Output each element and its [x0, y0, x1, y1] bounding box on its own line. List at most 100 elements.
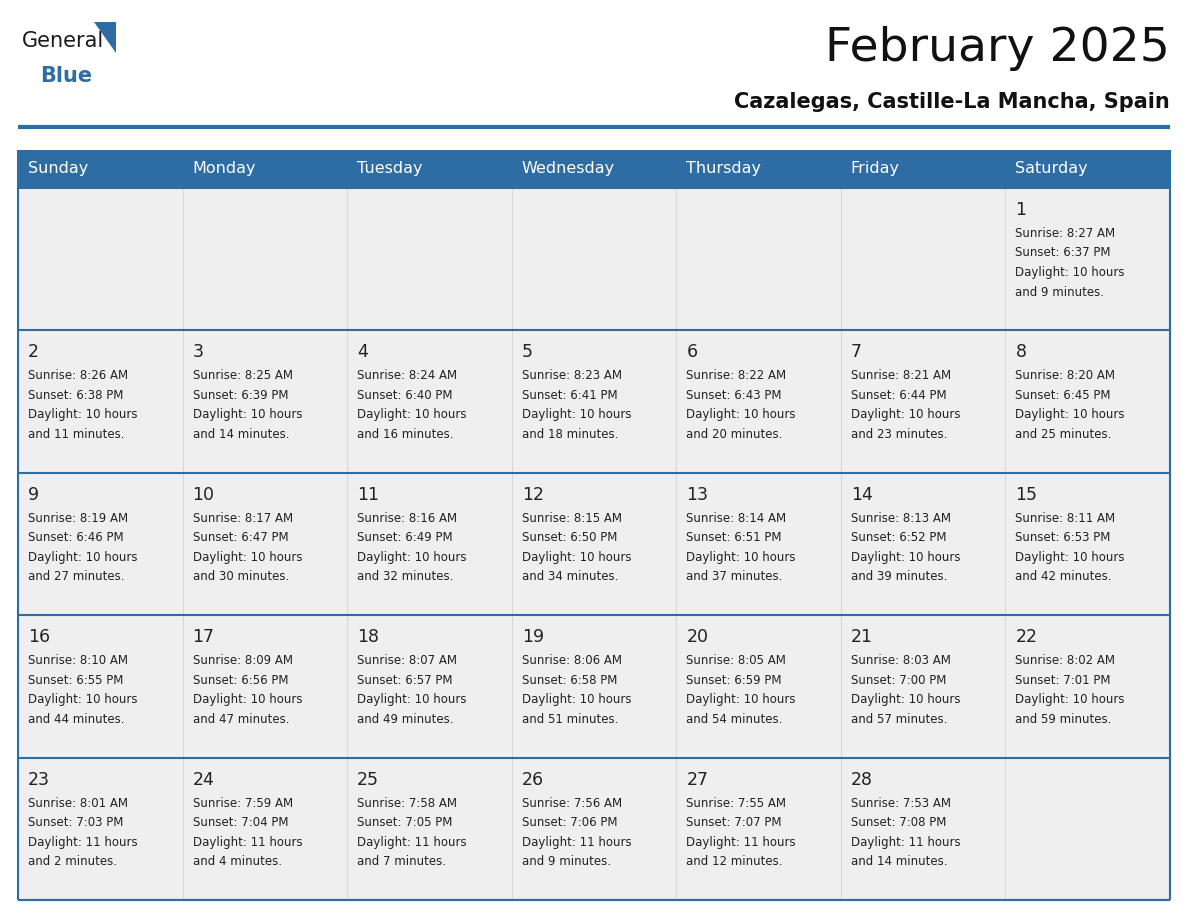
Text: Sunset: 6:40 PM: Sunset: 6:40 PM	[358, 389, 453, 402]
Text: and 51 minutes.: and 51 minutes.	[522, 712, 618, 726]
Text: Sunrise: 7:55 AM: Sunrise: 7:55 AM	[687, 797, 786, 810]
Text: Sunrise: 8:26 AM: Sunrise: 8:26 AM	[29, 369, 128, 383]
Text: 23: 23	[29, 770, 50, 789]
Text: Daylight: 10 hours: Daylight: 10 hours	[192, 551, 302, 564]
Text: 19: 19	[522, 628, 544, 646]
Text: Sunset: 6:46 PM: Sunset: 6:46 PM	[29, 532, 124, 544]
Text: 9: 9	[29, 486, 39, 504]
Text: Sunset: 7:08 PM: Sunset: 7:08 PM	[851, 816, 946, 829]
Text: and 14 minutes.: and 14 minutes.	[851, 855, 947, 868]
Bar	[512, 188, 676, 330]
Text: General: General	[23, 31, 105, 51]
Text: Daylight: 10 hours: Daylight: 10 hours	[358, 693, 467, 706]
Text: Sunset: 6:39 PM: Sunset: 6:39 PM	[192, 389, 287, 402]
Text: Sunrise: 7:58 AM: Sunrise: 7:58 AM	[358, 797, 457, 810]
Text: Sunset: 6:43 PM: Sunset: 6:43 PM	[687, 389, 782, 402]
Text: and 37 minutes.: and 37 minutes.	[687, 570, 783, 583]
Bar	[841, 615, 1005, 757]
Text: Sunrise: 8:16 AM: Sunrise: 8:16 AM	[358, 512, 457, 525]
Bar	[512, 473, 676, 615]
Text: Sunset: 6:58 PM: Sunset: 6:58 PM	[522, 674, 617, 687]
Text: 17: 17	[192, 628, 215, 646]
Text: Sunset: 6:59 PM: Sunset: 6:59 PM	[687, 674, 782, 687]
Text: Sunrise: 7:53 AM: Sunrise: 7:53 AM	[851, 797, 950, 810]
Text: 12: 12	[522, 486, 544, 504]
Text: Sunrise: 8:06 AM: Sunrise: 8:06 AM	[522, 655, 621, 667]
Text: 18: 18	[358, 628, 379, 646]
Text: Sunrise: 8:07 AM: Sunrise: 8:07 AM	[358, 655, 457, 667]
Text: and 14 minutes.: and 14 minutes.	[192, 428, 289, 441]
Bar	[183, 615, 347, 757]
Text: Cazalegas, Castille-La Mancha, Spain: Cazalegas, Castille-La Mancha, Spain	[734, 92, 1170, 112]
Text: Daylight: 11 hours: Daylight: 11 hours	[192, 835, 302, 848]
Text: Sunset: 7:07 PM: Sunset: 7:07 PM	[687, 816, 782, 829]
Text: and 7 minutes.: and 7 minutes.	[358, 855, 447, 868]
Bar	[183, 757, 347, 900]
Text: Sunrise: 8:25 AM: Sunrise: 8:25 AM	[192, 369, 292, 383]
Text: 1: 1	[1016, 201, 1026, 219]
Text: 5: 5	[522, 343, 532, 362]
Text: and 47 minutes.: and 47 minutes.	[192, 712, 289, 726]
Text: and 39 minutes.: and 39 minutes.	[851, 570, 947, 583]
Text: Sunset: 6:44 PM: Sunset: 6:44 PM	[851, 389, 947, 402]
Text: 3: 3	[192, 343, 203, 362]
Bar	[841, 150, 1005, 188]
Text: Sunrise: 8:13 AM: Sunrise: 8:13 AM	[851, 512, 950, 525]
Bar	[676, 150, 841, 188]
Text: Sunset: 6:55 PM: Sunset: 6:55 PM	[29, 674, 124, 687]
Text: Daylight: 10 hours: Daylight: 10 hours	[522, 409, 631, 421]
Text: Sunset: 6:56 PM: Sunset: 6:56 PM	[192, 674, 287, 687]
Polygon shape	[94, 22, 116, 53]
Text: Daylight: 11 hours: Daylight: 11 hours	[358, 835, 467, 848]
Text: Sunset: 7:04 PM: Sunset: 7:04 PM	[192, 816, 287, 829]
Text: Sunrise: 7:59 AM: Sunrise: 7:59 AM	[192, 797, 292, 810]
Bar	[18, 757, 183, 900]
Bar	[183, 150, 347, 188]
Text: 7: 7	[851, 343, 861, 362]
Text: 26: 26	[522, 770, 544, 789]
Text: and 12 minutes.: and 12 minutes.	[687, 855, 783, 868]
Text: Sunset: 6:37 PM: Sunset: 6:37 PM	[1016, 247, 1111, 260]
Text: Sunday: Sunday	[29, 162, 88, 176]
Text: Daylight: 10 hours: Daylight: 10 hours	[851, 551, 960, 564]
Bar	[347, 615, 512, 757]
Text: and 2 minutes.: and 2 minutes.	[29, 855, 116, 868]
Text: Blue: Blue	[40, 66, 93, 86]
Text: 14: 14	[851, 486, 873, 504]
Text: and 34 minutes.: and 34 minutes.	[522, 570, 618, 583]
Text: Sunset: 7:00 PM: Sunset: 7:00 PM	[851, 674, 946, 687]
Text: Sunrise: 7:56 AM: Sunrise: 7:56 AM	[522, 797, 621, 810]
Bar	[841, 757, 1005, 900]
Text: and 4 minutes.: and 4 minutes.	[192, 855, 282, 868]
Text: Sunset: 6:45 PM: Sunset: 6:45 PM	[1016, 389, 1111, 402]
Text: 10: 10	[192, 486, 215, 504]
Text: Sunset: 6:53 PM: Sunset: 6:53 PM	[1016, 532, 1111, 544]
Bar	[512, 330, 676, 473]
Text: Sunset: 6:57 PM: Sunset: 6:57 PM	[358, 674, 453, 687]
Text: Sunset: 6:38 PM: Sunset: 6:38 PM	[29, 389, 124, 402]
Bar	[676, 757, 841, 900]
Text: 6: 6	[687, 343, 697, 362]
Bar	[18, 150, 183, 188]
Text: Sunrise: 8:09 AM: Sunrise: 8:09 AM	[192, 655, 292, 667]
Text: 4: 4	[358, 343, 368, 362]
Text: Sunrise: 8:11 AM: Sunrise: 8:11 AM	[1016, 512, 1116, 525]
Text: Sunrise: 8:10 AM: Sunrise: 8:10 AM	[29, 655, 128, 667]
Bar	[183, 330, 347, 473]
Text: Daylight: 10 hours: Daylight: 10 hours	[358, 551, 467, 564]
Text: Sunrise: 8:14 AM: Sunrise: 8:14 AM	[687, 512, 786, 525]
Bar	[347, 757, 512, 900]
Text: Daylight: 10 hours: Daylight: 10 hours	[29, 409, 138, 421]
Bar	[676, 615, 841, 757]
Bar	[841, 188, 1005, 330]
Text: and 49 minutes.: and 49 minutes.	[358, 712, 454, 726]
Text: Daylight: 10 hours: Daylight: 10 hours	[687, 409, 796, 421]
Text: Sunrise: 8:17 AM: Sunrise: 8:17 AM	[192, 512, 292, 525]
Bar	[347, 188, 512, 330]
Text: Wednesday: Wednesday	[522, 162, 615, 176]
Text: Sunrise: 8:05 AM: Sunrise: 8:05 AM	[687, 655, 786, 667]
Text: Sunrise: 8:20 AM: Sunrise: 8:20 AM	[1016, 369, 1116, 383]
Bar	[676, 330, 841, 473]
Bar	[1005, 615, 1170, 757]
Text: Sunset: 7:03 PM: Sunset: 7:03 PM	[29, 816, 124, 829]
